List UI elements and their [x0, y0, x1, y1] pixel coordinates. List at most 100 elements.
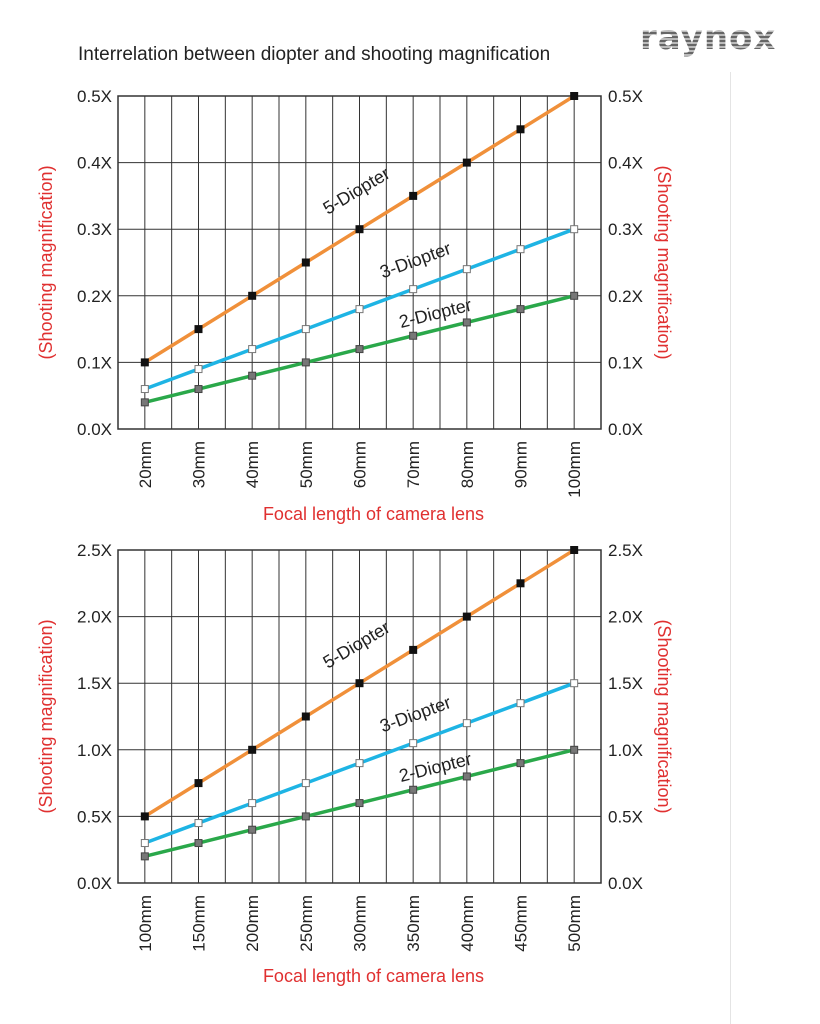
data-point-3-diopter	[462, 719, 471, 728]
y-tick-label-right: 1.0X	[608, 741, 643, 760]
chart-title: Interrelation between diopter and shooti…	[78, 44, 551, 65]
x-axis-label: Focal length of camera lens	[263, 966, 484, 986]
y-tick-label-left: 0.5X	[77, 807, 112, 826]
y-axis-label-left: (Shooting magnification)	[36, 165, 56, 359]
x-axis-label: Focal length of camera lens	[263, 504, 484, 524]
y-tick-label-left: 0.4X	[77, 154, 112, 173]
data-point-2-diopter	[355, 799, 364, 808]
x-tick-label: 350mm	[404, 895, 423, 952]
data-point-3-diopter	[409, 285, 418, 294]
x-tick-label: 100mm	[565, 441, 584, 498]
x-tick-label: 450mm	[512, 895, 531, 952]
data-point-3-diopter	[570, 679, 579, 688]
data-point-3-diopter	[194, 819, 203, 828]
data-point-3-diopter	[248, 345, 257, 354]
data-point-5-diopter	[301, 712, 310, 721]
data-point-5-diopter	[194, 325, 203, 334]
data-point-2-diopter	[516, 305, 525, 314]
data-point-5-diopter	[409, 191, 418, 200]
y-tick-label-right: 0.1X	[608, 353, 643, 372]
data-point-2-diopter	[409, 331, 418, 340]
data-point-5-diopter	[248, 745, 257, 754]
y-axis-label-right: (Shooting magnification)	[654, 165, 674, 359]
data-point-5-diopter	[516, 579, 525, 588]
y-tick-label-left: 0.3X	[77, 220, 112, 239]
data-point-3-diopter	[140, 839, 149, 848]
y-tick-label-left: 2.5X	[77, 541, 112, 560]
data-point-5-diopter	[140, 358, 149, 367]
data-point-2-diopter	[140, 852, 149, 861]
data-point-5-diopter	[194, 779, 203, 788]
y-tick-label-right: 0.5X	[608, 87, 643, 106]
data-point-3-diopter	[301, 325, 310, 334]
x-tick-label: 40mm	[243, 441, 262, 488]
y-axis-label-left: (Shooting magnification)	[36, 619, 56, 813]
x-tick-label: 100mm	[136, 895, 155, 952]
data-point-3-diopter	[355, 759, 364, 768]
data-point-3-diopter	[140, 385, 149, 394]
data-point-2-diopter	[301, 812, 310, 821]
series-label: 3-Diopter	[377, 692, 453, 736]
raynox-logo: raynox	[640, 18, 777, 58]
data-point-5-diopter	[462, 612, 471, 621]
x-tick-label: 90mm	[512, 441, 531, 488]
data-point-3-diopter	[409, 739, 418, 748]
y-tick-label-left: 1.5X	[77, 674, 112, 693]
data-point-2-diopter	[194, 385, 203, 394]
data-point-5-diopter	[570, 546, 579, 554]
data-point-3-diopter	[301, 779, 310, 788]
data-point-3-diopter	[194, 365, 203, 374]
y-tick-label-right: 0.3X	[608, 220, 643, 239]
data-point-2-diopter	[248, 825, 257, 834]
data-point-2-diopter	[516, 759, 525, 768]
x-tick-label: 250mm	[297, 895, 316, 952]
series-label: 2-Diopter	[397, 749, 474, 786]
data-point-2-diopter	[301, 358, 310, 367]
data-point-2-diopter	[570, 291, 579, 300]
data-point-3-diopter	[516, 699, 525, 708]
chart-top: 0.0X 0.0X 0.1X 0.1X 0.2X 0.2X 0.3X 0.3X 0.4X 0.4X…	[36, 87, 674, 524]
x-tick-label: 400mm	[458, 895, 477, 952]
y-tick-label-right: 0.0X	[608, 420, 643, 439]
y-axis-label-right: (Shooting magnification)	[654, 619, 674, 813]
data-point-5-diopter	[248, 291, 257, 300]
x-tick-label: 500mm	[565, 895, 584, 952]
plot-border	[117, 95, 602, 430]
data-point-5-diopter	[516, 125, 525, 134]
data-point-3-diopter	[248, 799, 257, 808]
y-tick-label-left: 0.2X	[77, 287, 112, 306]
y-tick-label-right: 0.5X	[608, 807, 643, 826]
data-point-5-diopter	[301, 258, 310, 267]
y-tick-label-right: 1.5X	[608, 674, 643, 693]
data-point-2-diopter	[140, 398, 149, 407]
y-tick-label-left: 0.0X	[77, 420, 112, 439]
y-tick-label-right: 2.5X	[608, 541, 643, 560]
y-tick-label-left: 0.1X	[77, 353, 112, 372]
data-point-2-diopter	[194, 839, 203, 848]
data-point-5-diopter	[355, 679, 364, 688]
data-point-5-diopter	[140, 812, 149, 821]
data-point-5-diopter	[409, 645, 418, 654]
data-point-5-diopter	[570, 92, 579, 100]
plot-border	[117, 549, 602, 884]
page-divider	[730, 72, 731, 1024]
data-point-3-diopter	[570, 225, 579, 234]
x-tick-label: 150mm	[190, 895, 209, 952]
y-tick-label-left: 2.0X	[77, 608, 112, 627]
data-point-2-diopter	[409, 785, 418, 794]
x-tick-label: 50mm	[297, 441, 316, 488]
x-tick-label: 20mm	[136, 441, 155, 488]
data-point-2-diopter	[462, 772, 471, 781]
y-tick-label-right: 0.2X	[608, 287, 643, 306]
data-point-2-diopter	[248, 371, 257, 380]
x-tick-label: 200mm	[243, 895, 262, 952]
x-tick-label: 70mm	[404, 441, 423, 488]
x-tick-label: 60mm	[351, 441, 370, 488]
data-point-2-diopter	[570, 745, 579, 754]
data-point-3-diopter	[462, 265, 471, 274]
data-point-5-diopter	[462, 158, 471, 167]
y-tick-label-right: 0.4X	[608, 154, 643, 173]
data-point-2-diopter	[462, 318, 471, 327]
y-tick-label-left: 0.5X	[77, 87, 112, 106]
